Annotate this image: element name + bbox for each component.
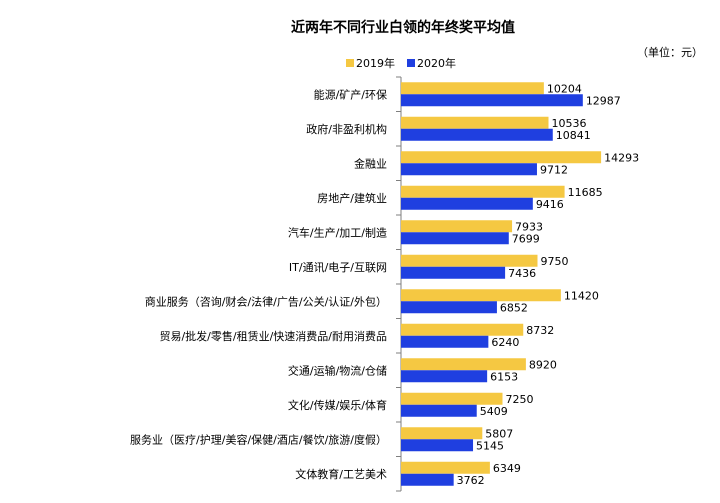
bar-2019 bbox=[401, 358, 526, 371]
bar-2019 bbox=[401, 185, 565, 198]
category-label: 能源/矿产/环保 bbox=[314, 87, 387, 101]
data-label: 6153 bbox=[490, 370, 518, 383]
bar-2019 bbox=[401, 392, 503, 405]
bar-2020 bbox=[401, 370, 488, 383]
category-label: 商业服务（咨询/财会/法律/广告/公关/认证/外包） bbox=[145, 294, 387, 308]
data-label: 14293 bbox=[604, 151, 639, 164]
unit-note: （单位：元） bbox=[637, 45, 703, 59]
data-label: 10841 bbox=[556, 129, 591, 142]
category-label: 贸易/批发/零售/租赁业/快速消费品/耐用消费品 bbox=[159, 329, 387, 343]
category-label: 房地产/建筑业 bbox=[317, 191, 387, 205]
data-label: 12987 bbox=[586, 94, 621, 107]
category-label: 交通/运输/物流/仓储 bbox=[288, 363, 387, 377]
data-label: 5409 bbox=[480, 405, 508, 418]
data-label: 7250 bbox=[506, 393, 534, 406]
data-label: 8920 bbox=[529, 358, 557, 371]
bar-2020 bbox=[401, 94, 583, 107]
chart-title: 近两年不同行业白领的年终奖平均值 bbox=[291, 19, 515, 36]
data-label: 10536 bbox=[552, 117, 587, 130]
category-label: 服务业（医疗/护理/美容/保健/酒店/餐饮/旅游/度假） bbox=[130, 432, 387, 446]
category-label: 文化/传媒/娱乐/体育 bbox=[288, 398, 387, 412]
data-label: 11420 bbox=[564, 289, 599, 302]
data-label: 5145 bbox=[476, 439, 504, 452]
data-label: 6240 bbox=[491, 336, 519, 349]
bar-2020 bbox=[401, 163, 537, 176]
data-label: 6852 bbox=[500, 301, 528, 314]
data-label: 11685 bbox=[568, 186, 603, 199]
data-label: 9416 bbox=[536, 198, 564, 211]
bar-2019 bbox=[401, 427, 483, 440]
bar-2019 bbox=[401, 254, 538, 267]
category-label: 文体教育/工艺美术 bbox=[295, 467, 387, 481]
data-label: 3762 bbox=[457, 474, 485, 487]
data-label: 7436 bbox=[508, 267, 536, 280]
bar-2020 bbox=[401, 439, 474, 452]
legend-swatch-2019 bbox=[346, 59, 354, 67]
data-label: 7699 bbox=[512, 232, 540, 245]
bar-2020 bbox=[401, 266, 506, 279]
data-label: 5807 bbox=[485, 427, 513, 440]
bar-2020 bbox=[401, 473, 454, 486]
category-label: 金融业 bbox=[354, 156, 387, 170]
legend-label-2020: 2020年 bbox=[417, 56, 456, 70]
data-label: 10204 bbox=[547, 82, 582, 95]
data-label: 9712 bbox=[540, 163, 568, 176]
bar-2020 bbox=[401, 335, 489, 348]
data-label: 7933 bbox=[515, 220, 543, 233]
bar-2020 bbox=[401, 404, 477, 417]
data-label: 8732 bbox=[526, 324, 554, 337]
bar-2019 bbox=[401, 116, 549, 129]
data-label: 9750 bbox=[541, 255, 569, 268]
bar-2020 bbox=[401, 301, 497, 314]
bar-2020 bbox=[401, 197, 533, 210]
data-label: 6349 bbox=[493, 462, 521, 475]
bar-2019 bbox=[401, 151, 602, 164]
category-label: IT/通讯/电子/互联网 bbox=[289, 261, 387, 274]
bar-2020 bbox=[401, 128, 553, 141]
bar-2019 bbox=[401, 82, 544, 95]
bar-2019 bbox=[401, 289, 561, 302]
bar-2019 bbox=[401, 220, 513, 233]
legend: 2019年 2020年 bbox=[346, 56, 456, 70]
legend-label-2019: 2019年 bbox=[356, 56, 395, 70]
bar-2020 bbox=[401, 232, 509, 245]
bar-2019 bbox=[401, 323, 524, 336]
category-label: 汽车/生产/加工/制造 bbox=[288, 225, 387, 239]
legend-swatch-2020 bbox=[407, 59, 415, 67]
bar-2019 bbox=[401, 461, 490, 474]
category-label: 政府/非盈利机构 bbox=[306, 122, 387, 136]
